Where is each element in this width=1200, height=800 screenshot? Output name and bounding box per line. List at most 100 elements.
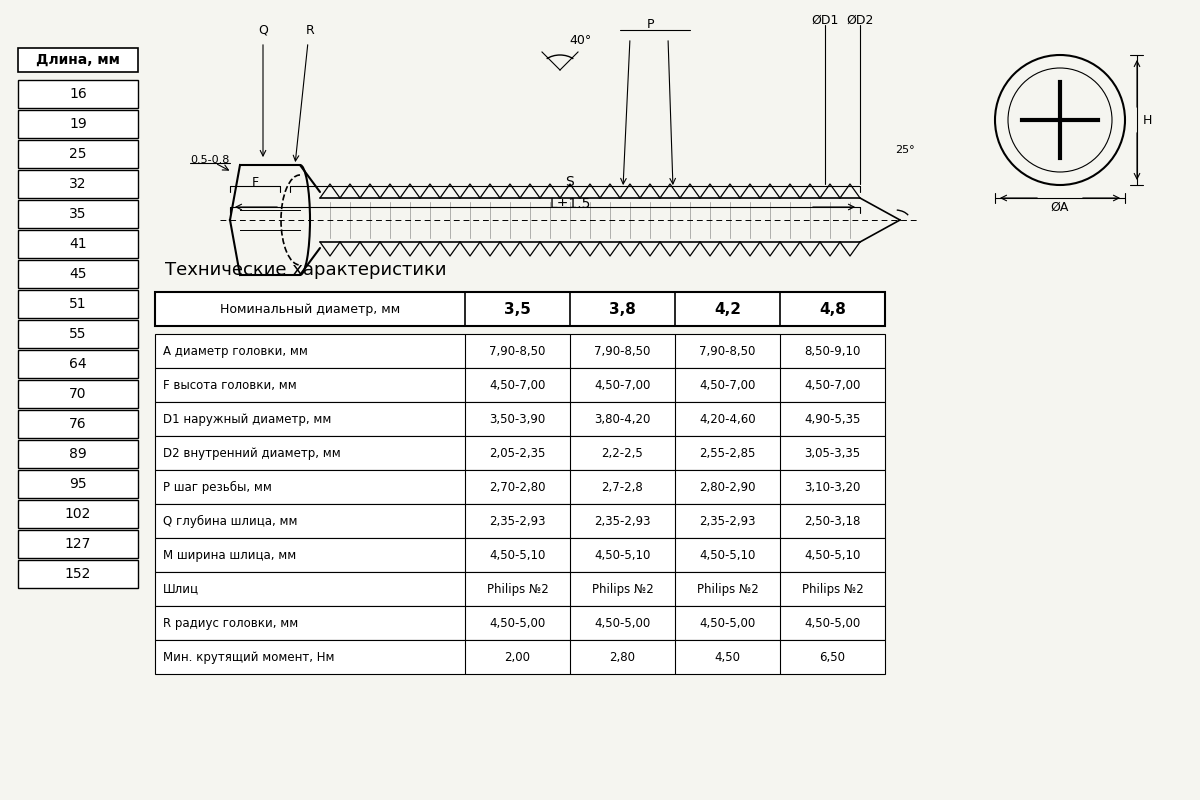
Text: 152: 152 — [65, 567, 91, 581]
Text: 2,80-2,90: 2,80-2,90 — [700, 481, 756, 494]
Text: Philips №2: Philips №2 — [697, 582, 758, 595]
Bar — [155, 292, 886, 326]
Text: 7,90-8,50: 7,90-8,50 — [490, 345, 546, 358]
Text: R: R — [306, 23, 314, 37]
Bar — [18, 140, 138, 168]
Text: Philips №2: Philips №2 — [592, 582, 653, 595]
Text: D1 наружный диаметр, мм: D1 наружный диаметр, мм — [163, 413, 331, 426]
Text: 2,05-2,35: 2,05-2,35 — [490, 446, 546, 459]
Bar — [155, 334, 886, 368]
Text: 4,50-7,00: 4,50-7,00 — [700, 378, 756, 391]
Text: 2,7-2,8: 2,7-2,8 — [601, 481, 643, 494]
Bar — [18, 440, 138, 468]
Text: L±1.5: L±1.5 — [550, 197, 590, 211]
Bar — [155, 538, 886, 572]
Text: 51: 51 — [70, 297, 86, 311]
Bar — [155, 606, 886, 640]
Text: ØD2: ØD2 — [846, 14, 874, 26]
Text: F высота головки, мм: F высота головки, мм — [163, 378, 296, 391]
Text: 70: 70 — [70, 387, 86, 401]
Text: 95: 95 — [70, 477, 86, 491]
Text: 127: 127 — [65, 537, 91, 551]
Text: 3,8: 3,8 — [610, 302, 636, 317]
Text: 3,50-3,90: 3,50-3,90 — [490, 413, 546, 426]
Text: 2,55-2,85: 2,55-2,85 — [700, 446, 756, 459]
Bar — [155, 402, 886, 436]
Text: 2,35-2,93: 2,35-2,93 — [594, 514, 650, 527]
Text: 2,35-2,93: 2,35-2,93 — [700, 514, 756, 527]
Text: 16: 16 — [70, 87, 86, 101]
Text: Номинальный диаметр, мм: Номинальный диаметр, мм — [220, 302, 400, 315]
Text: F: F — [252, 175, 258, 189]
Text: 76: 76 — [70, 417, 86, 431]
Bar — [155, 436, 886, 470]
Text: 25°: 25° — [895, 145, 914, 155]
Text: 4,50-7,00: 4,50-7,00 — [804, 378, 860, 391]
Bar — [18, 560, 138, 588]
Text: Технические характеристики: Технические характеристики — [166, 261, 446, 279]
Bar — [18, 230, 138, 258]
Bar — [18, 350, 138, 378]
Text: 4,50-5,00: 4,50-5,00 — [490, 617, 546, 630]
Text: 4,20-4,60: 4,20-4,60 — [700, 413, 756, 426]
Text: 3,5: 3,5 — [504, 302, 530, 317]
Text: 4,50-5,10: 4,50-5,10 — [594, 549, 650, 562]
Text: 4,50-5,00: 4,50-5,00 — [594, 617, 650, 630]
Text: 4,50-5,10: 4,50-5,10 — [490, 549, 546, 562]
Bar — [155, 572, 886, 606]
Text: 4,50-5,00: 4,50-5,00 — [804, 617, 860, 630]
Text: Philips №2: Philips №2 — [487, 582, 548, 595]
Text: 64: 64 — [70, 357, 86, 371]
Text: 19: 19 — [70, 117, 86, 131]
Text: 2,70-2,80: 2,70-2,80 — [490, 481, 546, 494]
Text: H: H — [1142, 114, 1152, 126]
Text: 2,2-2,5: 2,2-2,5 — [601, 446, 643, 459]
Text: 3,10-3,20: 3,10-3,20 — [804, 481, 860, 494]
Text: Длина, мм: Длина, мм — [36, 53, 120, 67]
Text: 2,50-3,18: 2,50-3,18 — [804, 514, 860, 527]
Bar — [18, 410, 138, 438]
Bar — [18, 470, 138, 498]
Bar — [18, 200, 138, 228]
Text: М ширина шлица, мм: М ширина шлица, мм — [163, 549, 296, 562]
Text: 4,50-5,10: 4,50-5,10 — [700, 549, 756, 562]
Text: ØD1: ØD1 — [811, 14, 839, 26]
Text: Шлиц: Шлиц — [163, 582, 199, 595]
Text: 4,8: 4,8 — [820, 302, 846, 317]
Text: 4,50-5,00: 4,50-5,00 — [700, 617, 756, 630]
Bar — [155, 470, 886, 504]
Text: 4,90-5,35: 4,90-5,35 — [804, 413, 860, 426]
Text: 4,50-7,00: 4,50-7,00 — [594, 378, 650, 391]
Text: 6,50: 6,50 — [820, 650, 846, 663]
Text: 45: 45 — [70, 267, 86, 281]
Text: 3,80-4,20: 3,80-4,20 — [594, 413, 650, 426]
Text: 8,50-9,10: 8,50-9,10 — [804, 345, 860, 358]
Bar — [18, 80, 138, 108]
Bar — [18, 48, 138, 72]
Text: 32: 32 — [70, 177, 86, 191]
Text: 4,50-7,00: 4,50-7,00 — [490, 378, 546, 391]
Bar — [18, 320, 138, 348]
Text: 4,50: 4,50 — [714, 650, 740, 663]
Text: 40°: 40° — [569, 34, 592, 46]
Text: Мин. крутящий момент, Нм: Мин. крутящий момент, Нм — [163, 650, 335, 663]
Text: 2,00: 2,00 — [504, 650, 530, 663]
Bar — [18, 290, 138, 318]
Text: А диаметр головки, мм: А диаметр головки, мм — [163, 345, 308, 358]
Bar — [155, 640, 886, 674]
Text: 89: 89 — [70, 447, 86, 461]
Text: 0.5-0.8: 0.5-0.8 — [190, 155, 229, 165]
Text: S: S — [565, 175, 575, 189]
Text: 35: 35 — [70, 207, 86, 221]
Text: 25: 25 — [70, 147, 86, 161]
Bar — [18, 170, 138, 198]
Text: 55: 55 — [70, 327, 86, 341]
Text: 41: 41 — [70, 237, 86, 251]
Text: 102: 102 — [65, 507, 91, 521]
Text: ØA: ØA — [1051, 201, 1069, 214]
Bar — [18, 530, 138, 558]
Text: 3,05-3,35: 3,05-3,35 — [804, 446, 860, 459]
Text: 4,50-5,10: 4,50-5,10 — [804, 549, 860, 562]
Text: 7,90-8,50: 7,90-8,50 — [594, 345, 650, 358]
Text: P: P — [647, 18, 654, 31]
